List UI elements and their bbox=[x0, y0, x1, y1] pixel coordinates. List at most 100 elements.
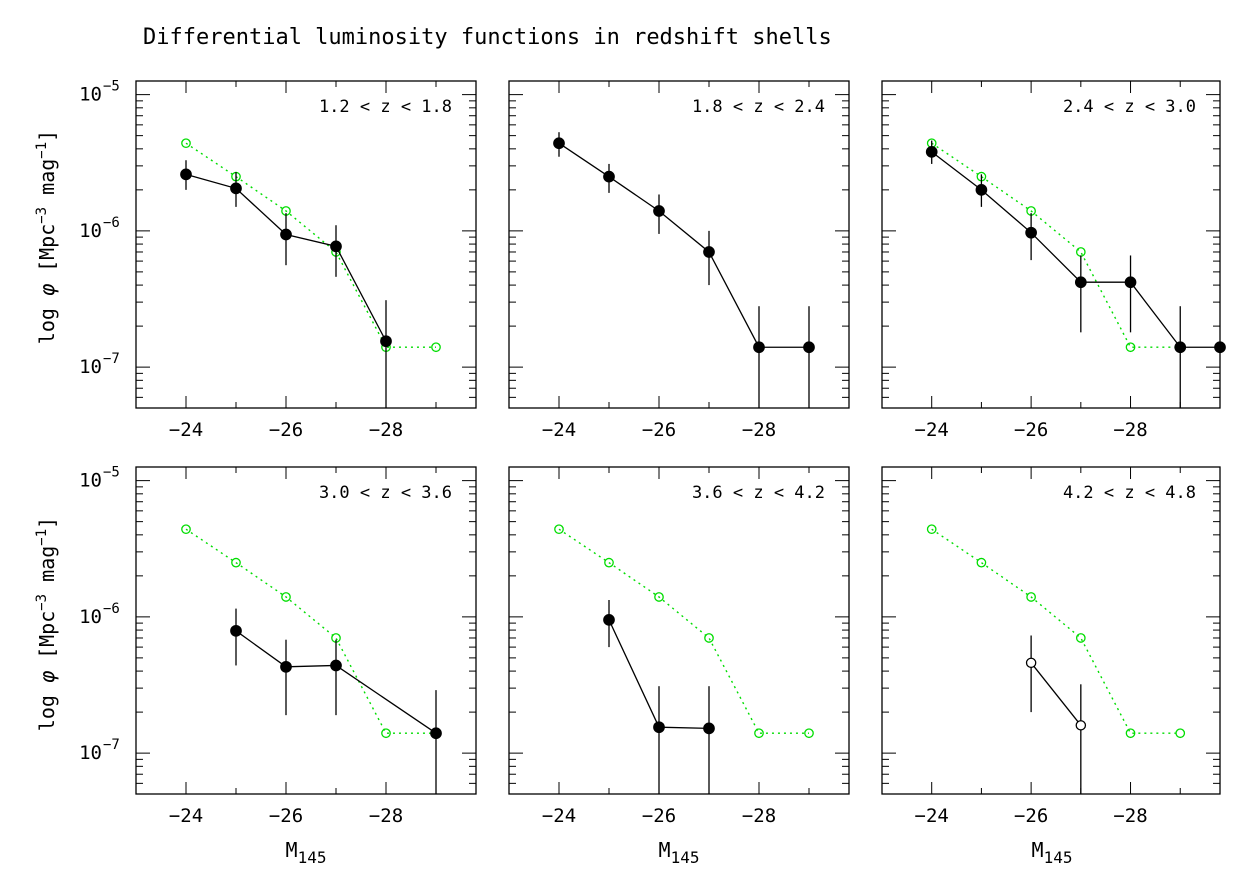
x-tick-label: −24 bbox=[915, 419, 949, 441]
x-tick-label: −24 bbox=[169, 419, 203, 441]
data-point bbox=[603, 170, 615, 183]
reference-point bbox=[704, 633, 714, 643]
data-point bbox=[925, 146, 938, 158]
reference-line bbox=[558, 528, 809, 734]
x-tick-label: −26 bbox=[642, 419, 676, 441]
xlabel-main: M bbox=[659, 838, 671, 862]
xlabel-sub: 145 bbox=[1044, 848, 1073, 867]
ylabel-exp2: −1 bbox=[34, 142, 50, 159]
xlabel-sub: 145 bbox=[298, 848, 327, 867]
data-point bbox=[653, 205, 665, 217]
redshift-label: 4.2 < z < 4.8 bbox=[1063, 483, 1196, 503]
panel-frame bbox=[135, 80, 477, 409]
panel-frame bbox=[135, 466, 477, 795]
x-tick-label: −26 bbox=[269, 805, 303, 827]
y-axis-label-bottom: log φ [Mpc−3 mag−1] bbox=[34, 517, 59, 731]
data-point bbox=[1025, 657, 1037, 669]
data-point bbox=[330, 659, 342, 672]
y-tick-exponent: −6 bbox=[103, 215, 120, 231]
redshift-label: 2.4 < z < 3.0 bbox=[1063, 97, 1196, 117]
reference-line bbox=[185, 528, 436, 734]
panel-6: −24 −26 −28 4.2 < z < 4.8 bbox=[881, 466, 1221, 827]
ylabel-phi: φ bbox=[35, 283, 59, 296]
reference-point bbox=[1075, 633, 1086, 643]
x-tick-label: −28 bbox=[1113, 805, 1147, 827]
panel-2: −24 −26 −28 1.8 < z < 2.4 bbox=[508, 80, 850, 441]
data-point bbox=[330, 240, 342, 253]
data-point bbox=[1214, 341, 1226, 354]
y-tick-label: 10 bbox=[79, 470, 102, 492]
reference-point bbox=[1026, 592, 1036, 602]
reference-point bbox=[1125, 342, 1136, 353]
data-point bbox=[380, 335, 392, 348]
ylabel-main: log bbox=[35, 296, 59, 344]
ylabel-unit-a: [Mpc bbox=[35, 224, 59, 284]
data-line bbox=[931, 151, 1220, 348]
data-line bbox=[235, 630, 437, 734]
ylabel-unit-c: ] bbox=[35, 517, 59, 529]
reference-point bbox=[181, 524, 191, 535]
y-tick-label: 10 bbox=[79, 84, 102, 106]
x-tick-label: −28 bbox=[1113, 419, 1147, 441]
panel-frame bbox=[881, 80, 1221, 409]
x-tick-label: −24 bbox=[915, 805, 949, 827]
reference-point bbox=[654, 592, 664, 602]
reference-point bbox=[431, 342, 441, 353]
data-point bbox=[280, 228, 292, 241]
x-axis-label-3: M145 bbox=[1032, 838, 1073, 867]
reference-line bbox=[931, 528, 1181, 734]
x-tick-label: −26 bbox=[1014, 805, 1048, 827]
y-tick-label: 10 bbox=[79, 220, 102, 242]
reference-point bbox=[554, 524, 564, 535]
x-tick-label: −26 bbox=[1014, 419, 1048, 441]
y-tick-label: 10 bbox=[79, 606, 102, 628]
x-tick-label: −26 bbox=[642, 805, 676, 827]
data-point bbox=[430, 727, 442, 740]
redshift-label: 3.0 < z < 3.6 bbox=[319, 483, 452, 503]
reference-point bbox=[1175, 728, 1186, 739]
y-tick-exponent: −7 bbox=[103, 737, 120, 753]
data-point bbox=[1025, 226, 1037, 239]
data-point bbox=[280, 660, 292, 673]
y-tick-exponent: −6 bbox=[103, 601, 120, 617]
ylabel-phi: φ bbox=[35, 670, 59, 683]
reference-line bbox=[931, 142, 1181, 348]
ylabel-exp1: −3 bbox=[34, 594, 50, 611]
x-tick-label: −28 bbox=[742, 805, 776, 827]
x-tick-label: −26 bbox=[269, 419, 303, 441]
redshift-label: 3.6 < z < 4.2 bbox=[692, 483, 825, 503]
y-axis-label-top: log φ [Mpc−3 mag−1] bbox=[34, 130, 59, 344]
ylabel-unit-c: ] bbox=[35, 130, 59, 142]
redshift-label: 1.2 < z < 1.8 bbox=[319, 97, 452, 117]
x-tick-label: −24 bbox=[169, 805, 203, 827]
x-tick-label: −24 bbox=[542, 419, 576, 441]
reference-line bbox=[185, 142, 436, 348]
data-point bbox=[703, 722, 715, 735]
x-tick-label: −24 bbox=[542, 805, 576, 827]
x-axis-label-2: M145 bbox=[659, 838, 700, 867]
ylabel-exp2: −1 bbox=[34, 529, 50, 546]
data-point bbox=[603, 614, 615, 626]
reference-point bbox=[1125, 728, 1136, 739]
reference-point bbox=[804, 728, 814, 739]
figure-title: Differential luminosity functions in red… bbox=[143, 25, 832, 50]
xlabel-main: M bbox=[286, 838, 298, 862]
data-point bbox=[180, 168, 192, 181]
reference-point bbox=[181, 138, 191, 149]
panel-5: −24 −26 −28 3.6 < z < 4.2 bbox=[508, 466, 850, 827]
panel-frame bbox=[508, 80, 850, 409]
data-point bbox=[975, 184, 988, 196]
data-line bbox=[1030, 662, 1082, 726]
x-tick-label: −28 bbox=[369, 805, 403, 827]
data-point bbox=[1174, 341, 1187, 354]
ylabel-exp1: −3 bbox=[34, 207, 50, 224]
ylabel-unit-b: mag bbox=[35, 159, 59, 207]
data-point bbox=[230, 182, 242, 195]
panel-frame bbox=[881, 466, 1221, 795]
ylabel-main: log bbox=[35, 683, 59, 731]
reference-point bbox=[381, 728, 391, 739]
data-point bbox=[1074, 276, 1087, 289]
